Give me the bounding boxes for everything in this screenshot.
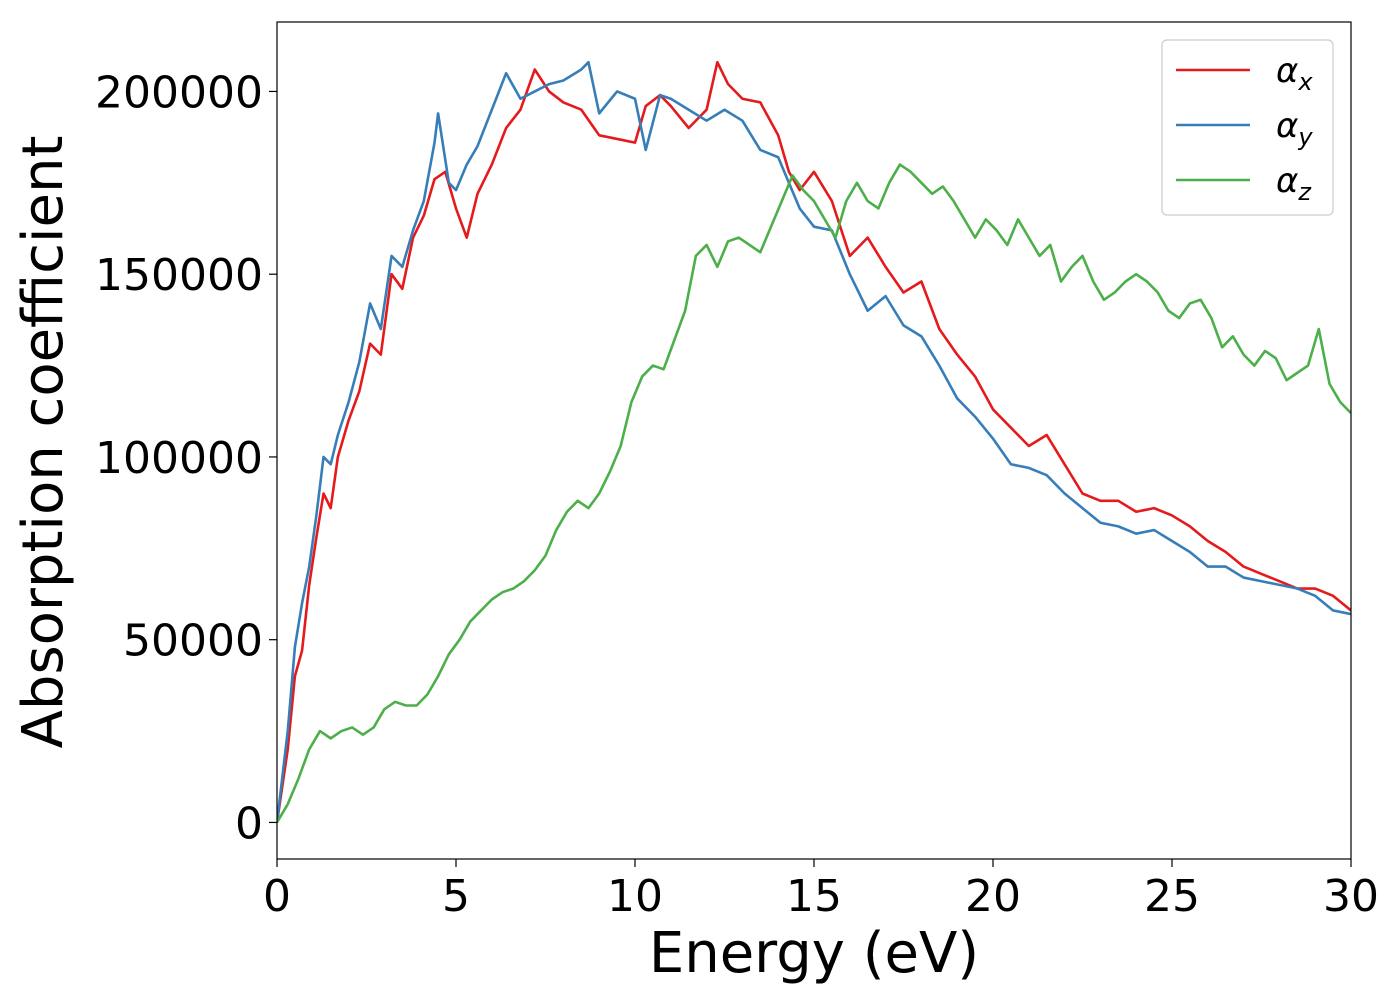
y-axis-title: Absorption coefficient [11,136,76,749]
series-line-z [277,163,1351,824]
x-tick-label: 30 [1323,871,1379,922]
y-tick-label: 50000 [123,616,263,667]
legend-box [1161,39,1334,216]
series-line-x [277,60,1351,823]
series-line-y [277,60,1351,823]
y-tick-label: 100000 [95,433,263,484]
x-tick-label: 10 [607,871,663,922]
y-tick-label: 0 [235,798,263,849]
x-tick-label: 25 [1144,871,1200,922]
y-tick-label: 200000 [95,67,263,118]
y-tick-label: 150000 [95,250,263,301]
x-tick-label: 0 [263,871,291,922]
x-tick-label: 5 [442,871,470,922]
x-tick-label: 20 [965,871,1021,922]
x-axis-title: Energy (eV) [649,921,979,986]
x-tick-label: 15 [786,871,842,922]
